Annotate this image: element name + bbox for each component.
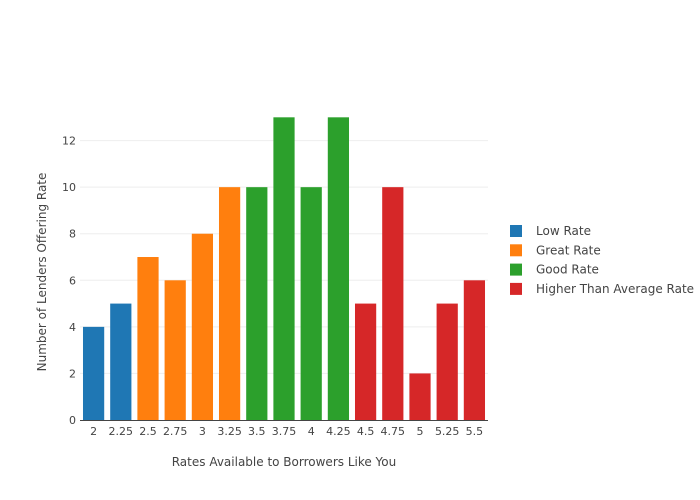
bar: [110, 303, 132, 420]
bar: [137, 257, 159, 420]
x-tick-label: 2: [90, 425, 97, 438]
bar: [246, 187, 268, 420]
x-tick-label: 5.25: [435, 425, 460, 438]
y-tick-labels: 0 2 4 6 8 10 12: [62, 135, 76, 427]
y-tick-label: 12: [62, 135, 76, 148]
bar: [82, 326, 105, 420]
legend-swatch: [510, 282, 522, 295]
legend-swatch: [510, 225, 522, 237]
bar: [327, 117, 350, 421]
y-tick-label: 8: [69, 228, 76, 241]
legend-swatch: [510, 263, 522, 276]
x-tick-label: 3.75: [272, 425, 297, 438]
x-tick-label: 4: [308, 425, 315, 438]
legend-label: Great Rate: [536, 243, 601, 257]
legend-label: Higher Than Average Rate: [536, 282, 694, 296]
x-tick-label: 2.75: [163, 425, 188, 438]
bar: [191, 233, 214, 420]
y-tick-label: 4: [69, 321, 76, 334]
bar: [382, 187, 404, 420]
x-tick-label: 2.5: [139, 425, 157, 438]
x-tick-label: 3.5: [248, 425, 266, 438]
x-tick-label: 2.25: [109, 425, 134, 438]
legend-label: Low Rate: [536, 224, 591, 238]
x-tick-label: 5: [417, 425, 424, 438]
legend: Low Rate Great Rate Good Rate Higher Than A…: [510, 224, 694, 296]
bar: [354, 303, 377, 420]
x-tick-label: 4.75: [381, 425, 406, 438]
y-tick-label: 0: [69, 414, 76, 427]
bars: [82, 117, 486, 421]
bar: [273, 117, 295, 421]
x-axis-title: Rates Available to Borrowers Like You: [172, 455, 397, 469]
legend-label: Good Rate: [536, 263, 599, 277]
y-tick-label: 6: [69, 274, 76, 287]
x-tick-labels: 2 2.25 2.5 2.75 3 3.25 3.5 3.75 4 4.25 4.5 4.75 5 5.2…: [90, 425, 483, 438]
x-tick-label: 5.5: [466, 425, 484, 438]
x-tick-label: 3: [199, 425, 206, 438]
legend-swatch: [510, 244, 522, 257]
x-tick-label: 4.25: [326, 425, 351, 438]
bar: [463, 280, 486, 420]
x-tick-label: 3.25: [217, 425, 242, 438]
bar: [436, 303, 458, 420]
y-axis-title: Number of Lenders Offering Rate: [35, 173, 49, 372]
y-tick-label: 2: [69, 367, 76, 380]
y-tick-label: 10: [62, 181, 76, 194]
bar: [300, 187, 322, 420]
bar: [164, 280, 186, 420]
x-tick-label: 4.5: [357, 425, 375, 438]
bar: [218, 187, 241, 420]
bar: [409, 373, 431, 420]
